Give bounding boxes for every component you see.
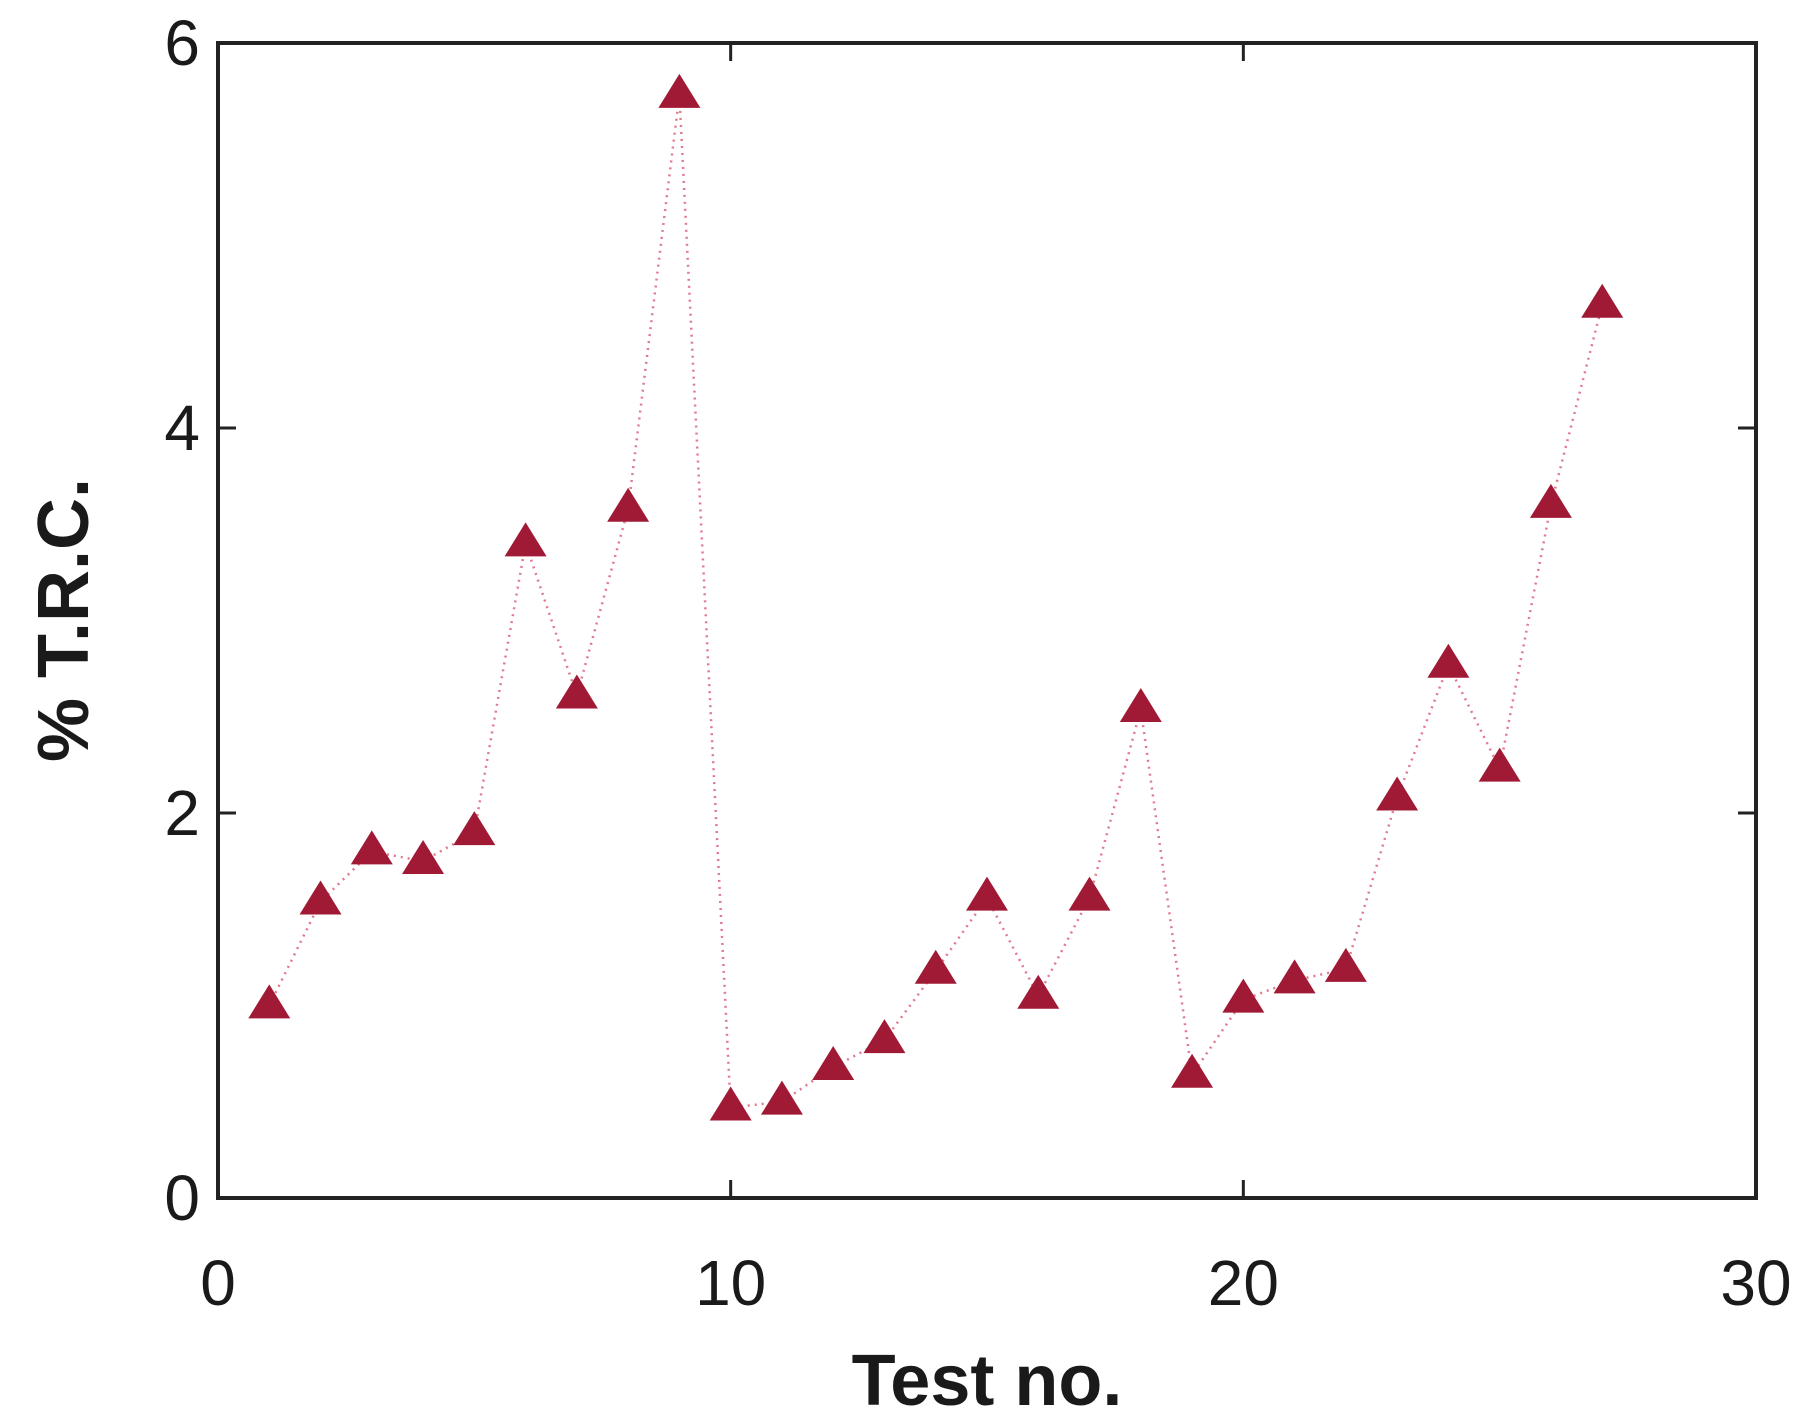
plot-frame	[216, 41, 1758, 1200]
marker	[504, 522, 547, 557]
marker	[350, 830, 393, 865]
marker	[1427, 643, 1470, 678]
marker	[966, 876, 1008, 911]
marker	[1581, 283, 1624, 318]
marker	[402, 840, 445, 875]
marker	[1222, 978, 1265, 1013]
x-tick-label: 20	[1208, 1247, 1279, 1319]
marker	[1324, 947, 1367, 982]
marker	[299, 880, 342, 915]
marker	[658, 73, 701, 108]
marker	[248, 984, 291, 1019]
marker	[863, 1019, 906, 1054]
marker	[453, 811, 496, 846]
marker	[1119, 687, 1162, 722]
y-axis-label: % T.R.C.	[24, 478, 104, 762]
marker	[1478, 747, 1521, 782]
y-tick-label: 2	[164, 777, 200, 849]
marker	[1376, 776, 1419, 811]
y-tick-label: 6	[164, 7, 200, 79]
marker	[1171, 1053, 1214, 1088]
x-tick-label: 30	[1720, 1247, 1791, 1319]
marker	[760, 1080, 803, 1115]
marker	[1529, 483, 1572, 518]
marker	[555, 674, 598, 709]
x-tick-label: 10	[695, 1247, 766, 1319]
marker	[914, 949, 957, 984]
marker	[1273, 959, 1316, 994]
x-axis-label: Test no.	[852, 1341, 1123, 1420]
marker	[1017, 974, 1060, 1009]
y-tick-label: 0	[164, 1162, 200, 1234]
marker	[709, 1086, 752, 1121]
marker	[812, 1046, 855, 1081]
y-tick-label: 4	[164, 392, 200, 464]
x-tick-label: 0	[200, 1247, 236, 1319]
marker	[1068, 876, 1111, 911]
marker	[607, 487, 650, 522]
